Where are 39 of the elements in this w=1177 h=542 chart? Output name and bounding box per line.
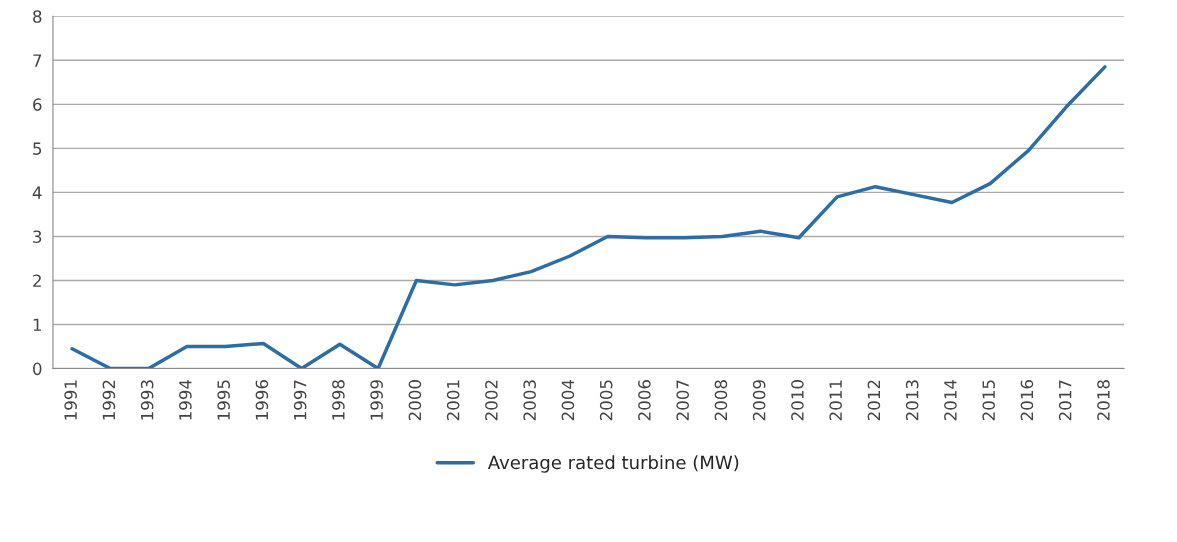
y-tick-label: 4	[32, 186, 42, 199]
y-tick-label: 0	[33, 362, 42, 376]
x-tick-label: 1997	[293, 380, 307, 420]
x-tick-label: 1992	[102, 380, 116, 420]
x-tick-label: 2013	[905, 380, 919, 421]
x-tick-label: 2012	[867, 380, 881, 421]
y-tick-label: 7	[33, 54, 42, 67]
x-tick-label: 2018	[1097, 380, 1110, 421]
line-series	[70, 65, 1107, 369]
x-tick-label: 2007	[676, 380, 689, 421]
y-tick-label: 6	[33, 98, 42, 111]
x-tick-label: 1999	[370, 380, 383, 420]
x-tick-label: 2010	[791, 380, 804, 421]
x-tick-label: 1996	[255, 380, 269, 420]
x-tick-label: 1998	[332, 380, 345, 420]
x-tick-label: 2015	[982, 380, 995, 421]
x-tick-label: 1994	[179, 379, 192, 420]
legend-label: Average rated turbine (MW)	[487, 455, 739, 473]
x-tick-label: 2002	[485, 380, 498, 421]
x-tick-label: 1991	[64, 380, 77, 420]
x-tick-label: 1995	[217, 380, 230, 420]
x-tick-label: 1993	[140, 380, 154, 420]
x-tick-label: 2016	[1020, 380, 1034, 421]
y-tick-label: 3	[33, 230, 42, 244]
x-tick-label: 2006	[638, 380, 651, 421]
x-tick-label: 2008	[714, 380, 728, 421]
x-tick-label: 2004	[561, 379, 575, 421]
x-tick-label: 2011	[829, 380, 842, 421]
x-tick-label: 2017	[1058, 380, 1072, 421]
x-tick-label: 2001	[446, 380, 460, 421]
x-tick-label: 2014	[944, 379, 957, 421]
y-tick-label: 8	[33, 10, 42, 23]
x-tick-label: 2005	[599, 380, 613, 421]
y-tick-label: 2	[33, 274, 41, 287]
x-tick-label: 2009	[752, 380, 766, 421]
y-tick-label: 5	[33, 142, 42, 155]
x-tick-label: 2000	[408, 380, 422, 421]
x-tick-label: 2003	[523, 380, 536, 421]
y-tick-label: 1	[33, 318, 42, 331]
